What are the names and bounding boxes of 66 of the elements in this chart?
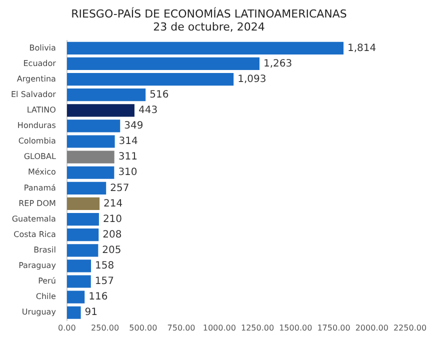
bar [66, 182, 106, 194]
y-tick-label: Honduras [17, 121, 56, 130]
data-label: 91 [84, 307, 98, 318]
bar [66, 166, 114, 179]
y-tick-label: Uruguay [22, 308, 56, 317]
data-label: 210 [102, 214, 122, 225]
data-label: 443 [138, 104, 158, 116]
data-label: 1,093 [238, 74, 266, 85]
data-label: 516 [150, 89, 169, 100]
data-label: 314 [118, 136, 138, 148]
data-label: 157 [94, 276, 114, 288]
y-tick-label: Paraguay [18, 261, 56, 270]
x-tick-label: 1750.00 [317, 323, 350, 332]
bar [66, 290, 85, 304]
bar [66, 197, 100, 210]
bar [66, 104, 134, 117]
y-tick-label: Ecuador [23, 58, 57, 68]
x-tick-label: 750.00 [167, 323, 196, 332]
data-label: 1,263 [264, 58, 292, 70]
bar [66, 212, 99, 226]
x-tick-label: 2000.00 [355, 323, 388, 332]
bar [66, 120, 120, 132]
bar [66, 88, 146, 102]
y-tick-label: El Salvador [11, 90, 57, 99]
y-tick-label: Argentina [16, 74, 56, 84]
bar [66, 306, 81, 319]
bar [66, 260, 92, 272]
x-tick-label: 1500.00 [279, 323, 312, 332]
bar [66, 57, 260, 70]
bar [66, 72, 234, 86]
data-label: 310 [118, 167, 138, 178]
data-label: 311 [118, 152, 138, 163]
y-tick-label: GLOBAL [24, 152, 56, 162]
x-tick-label: 1000.00 [202, 323, 236, 332]
y-tick-label: Costa Rica [14, 230, 56, 239]
y-tick-label: Guatemala [12, 214, 56, 224]
data-label: 158 [95, 260, 114, 272]
x-tick-label: 250.00 [91, 323, 120, 332]
y-tick-label: Panamá [24, 183, 56, 192]
y-tick-label: México [28, 168, 56, 177]
x-tick-label: 2250.00 [393, 323, 427, 332]
bar [66, 135, 115, 148]
y-tick-label: REP DOM [18, 198, 56, 208]
x-tick-label: 1250.00 [240, 323, 274, 332]
y-tick-label: Brasil [34, 245, 56, 254]
data-label: 257 [110, 182, 130, 194]
bar [66, 42, 344, 54]
bar [66, 244, 98, 257]
chart-subtitle: 23 de octubre, 2024 [153, 20, 265, 34]
bar [66, 150, 114, 164]
data-label: 208 [102, 229, 122, 240]
x-tick-label: 500.00 [129, 323, 158, 332]
bar [66, 275, 91, 288]
data-label: 205 [102, 244, 122, 256]
y-tick-label: Bolivia [29, 43, 56, 52]
y-tick-label: Perú [38, 276, 56, 286]
data-label: 116 [88, 292, 108, 303]
x-tick-label: 0.00 [58, 323, 76, 332]
y-tick-label: Colombia [18, 136, 56, 146]
data-label: 214 [104, 198, 123, 210]
chart-title: RIESGO-PAÍS DE ECONOMÍAS LATINOAMERICANAS [71, 6, 347, 20]
y-tick-label: Chile [36, 292, 56, 302]
data-label: 349 [124, 120, 144, 132]
y-tick-label: LATINO [26, 105, 56, 114]
data-label: 1,814 [348, 42, 376, 54]
bar [66, 228, 99, 242]
